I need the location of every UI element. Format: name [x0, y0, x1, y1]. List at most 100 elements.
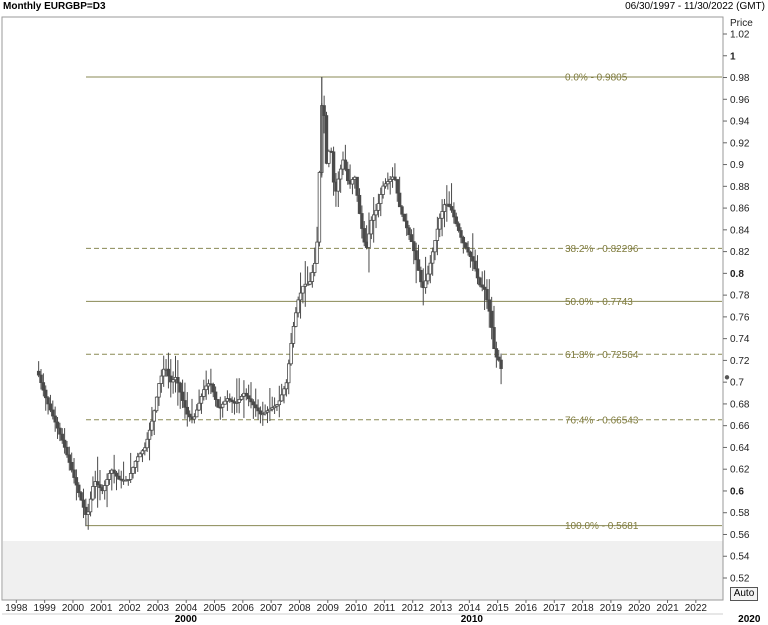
- candle-body: [41, 382, 46, 391]
- candle-body: [327, 150, 331, 164]
- candle-body: [447, 203, 451, 207]
- candle-body: [81, 499, 86, 508]
- candle-body: [322, 105, 326, 116]
- x-tick-label: 2004: [175, 603, 198, 614]
- candle-body: [36, 370, 41, 376]
- candle-body: [409, 234, 414, 243]
- candle-body: [388, 178, 392, 182]
- y-tick-label: 0.78: [730, 291, 750, 302]
- candle-body: [459, 230, 463, 238]
- candle-body: [154, 396, 159, 412]
- candle-body: [152, 410, 156, 422]
- x-tick-label: 2014: [458, 603, 481, 614]
- candle-body: [433, 240, 437, 253]
- candle-body: [426, 273, 430, 282]
- candle-body: [386, 181, 390, 185]
- candle-body: [213, 391, 218, 400]
- y-tick-label: 0.74: [730, 334, 750, 345]
- candle-body: [487, 299, 491, 312]
- candle-body: [195, 409, 199, 418]
- x-tick-label: 2012: [402, 603, 425, 614]
- candle-body: [298, 292, 303, 301]
- y-tick-label: 0.88: [730, 182, 750, 193]
- candle-body: [454, 216, 458, 225]
- x-tick-label: 2008: [288, 603, 311, 614]
- x-tick-label: 2021: [656, 603, 679, 614]
- candle-body: [371, 214, 376, 221]
- fibonacci-label: 61.8% - 0.72564: [565, 350, 639, 361]
- x-tick-label: 2017: [543, 603, 566, 614]
- y-tick-label: 0.66: [730, 421, 750, 432]
- candle-body: [489, 310, 494, 328]
- y-tick-label: 0.68: [730, 399, 750, 410]
- candle-body: [480, 284, 484, 288]
- x-tick-label: 2020: [628, 603, 651, 614]
- candle-body: [400, 206, 404, 215]
- candle-body: [367, 233, 371, 248]
- candle-body: [105, 479, 109, 486]
- candle-body: [497, 356, 501, 361]
- candle-body: [138, 453, 142, 458]
- candle-body: [133, 460, 138, 468]
- fibonacci-label: 50.0% - 0.7743: [565, 297, 633, 308]
- candle-body: [239, 395, 244, 400]
- y-tick-label: 0.52: [730, 574, 750, 585]
- candle-body: [275, 404, 279, 407]
- y-tick-label: 1: [730, 51, 736, 62]
- x-tick-label: 2010: [345, 603, 368, 614]
- candle-body: [74, 477, 79, 486]
- candle-body: [412, 241, 416, 252]
- y-tick-label: 0.84: [730, 225, 750, 236]
- chart-title: Monthly EURGBP=D3: [3, 1, 106, 12]
- candle-body: [86, 511, 90, 515]
- candle-body: [171, 379, 175, 383]
- candle-body: [44, 389, 48, 399]
- candle-body: [147, 429, 152, 440]
- candle-body: [128, 473, 133, 480]
- candle-body: [39, 374, 43, 384]
- chart-header: Monthly EURGBP=D3 06/30/1997 - 11/30/202…: [0, 0, 768, 16]
- candle-body: [475, 268, 480, 279]
- candle-body: [244, 392, 248, 397]
- candle-body: [468, 251, 473, 257]
- candle-body: [357, 194, 362, 214]
- candle-body: [211, 384, 215, 393]
- candle-body: [204, 385, 208, 391]
- y-tick-label: 0.72: [730, 356, 750, 367]
- fibonacci-label: 76.4% - 0.66543: [565, 415, 639, 426]
- candle-body: [407, 227, 411, 236]
- y-tick-label: 0.92: [730, 138, 750, 149]
- candle-body: [117, 475, 121, 480]
- candle-body: [336, 178, 340, 192]
- candle-body: [428, 262, 433, 275]
- candle-body: [272, 405, 277, 409]
- candle-body: [308, 281, 312, 285]
- auto-scale-button[interactable]: Auto: [730, 587, 758, 601]
- candle-body: [449, 206, 454, 211]
- candle-body: [145, 438, 149, 449]
- candle-body: [369, 219, 374, 235]
- x-tick-label: 2019: [600, 603, 623, 614]
- candle-body: [258, 410, 263, 415]
- candle-body: [478, 277, 482, 286]
- candle-body: [282, 388, 286, 396]
- candle-body: [324, 115, 329, 164]
- candle-body: [119, 478, 123, 481]
- candle-body: [112, 469, 116, 474]
- candle-body: [466, 247, 470, 253]
- y-tick-label: 0.62: [730, 465, 750, 476]
- candle-body: [69, 461, 74, 471]
- x-tick-label: 2007: [260, 603, 283, 614]
- candle-body: [310, 272, 315, 282]
- candle-body: [492, 327, 496, 350]
- candle-body: [261, 413, 265, 416]
- x-tick-label: 2011: [374, 603, 396, 614]
- y-tick-label: 0.8: [730, 269, 744, 280]
- x-tick-label: 2016: [515, 603, 538, 614]
- candle-body: [416, 259, 421, 271]
- x-tick-label: 2009: [317, 603, 340, 614]
- candle-body: [277, 400, 282, 406]
- x-tick-label: 2005: [203, 603, 226, 614]
- candle-body: [440, 211, 444, 219]
- candle-body: [289, 342, 293, 365]
